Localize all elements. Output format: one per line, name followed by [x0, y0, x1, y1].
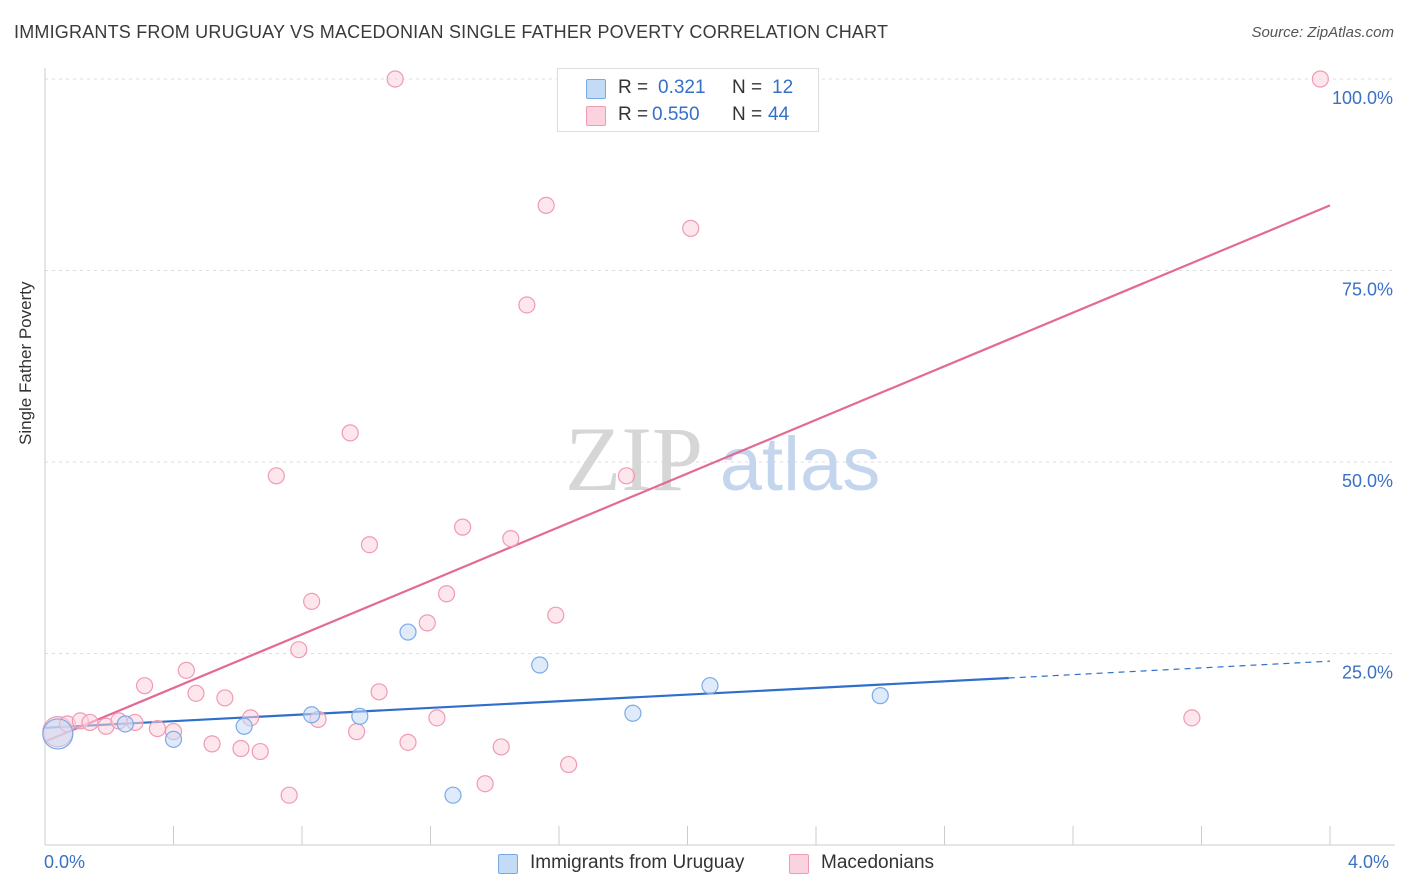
legend-label-uruguay: Immigrants from Uruguay — [530, 852, 745, 873]
data-point — [437, 585, 456, 603]
data-point — [682, 219, 700, 237]
legend-n-value: 44 — [768, 104, 790, 125]
legend-n-label: N = — [732, 77, 763, 98]
data-point — [216, 689, 234, 707]
data-point — [1183, 709, 1201, 727]
data-point — [617, 467, 636, 485]
x-tick-label-min: 0.0% — [44, 852, 86, 872]
data-point — [537, 196, 555, 214]
data-point — [624, 704, 642, 722]
data-point — [476, 775, 494, 793]
legend-swatch-macedonians — [789, 854, 809, 874]
data-point — [351, 707, 369, 725]
data-point — [399, 733, 417, 751]
data-point — [303, 706, 321, 724]
grid-lines — [45, 78, 1395, 654]
data-point — [232, 739, 250, 758]
y-tick-labels: 25.0% 50.0% 75.0% 100.0% — [1332, 88, 1393, 683]
data-point — [444, 786, 462, 804]
data-point — [203, 735, 221, 753]
legend-r-value: 0.550 — [652, 104, 700, 125]
axes — [44, 68, 1395, 846]
trend-line — [44, 204, 1331, 743]
data-point — [251, 742, 269, 761]
data-point — [428, 709, 446, 727]
x-tick-label-max: 4.0% — [1348, 852, 1390, 872]
data-point — [348, 723, 366, 741]
data-point — [187, 684, 205, 702]
y-tick-label: 100.0% — [1332, 88, 1393, 108]
correlation-legend: R = 0.321 N = 12 R = 0.550 N = 44 — [557, 68, 819, 132]
watermark-atlas: atlas — [720, 422, 881, 507]
data-point — [531, 656, 549, 674]
trend-line-extension — [1008, 660, 1331, 679]
data-point — [454, 518, 472, 536]
data-point — [1311, 70, 1329, 88]
legend-r-label: R = — [618, 104, 649, 125]
data-point — [135, 677, 154, 695]
source-label: Source: ZipAtlas.com — [1251, 24, 1394, 41]
data-point — [502, 529, 520, 548]
data-point — [386, 70, 404, 88]
legend-r-value: 0.321 — [658, 77, 706, 98]
watermark: ZIP atlas — [565, 408, 880, 510]
data-point — [871, 687, 889, 705]
y-tick-label: 25.0% — [1342, 663, 1393, 683]
data-point — [177, 661, 195, 679]
legend-swatch-uruguay — [586, 79, 606, 99]
data-point — [42, 718, 74, 750]
legend-swatch-macedonians — [586, 106, 606, 126]
data-point — [518, 296, 536, 314]
data-point — [341, 424, 359, 442]
data-point — [701, 677, 719, 695]
data-point — [290, 641, 308, 659]
legend-label-macedonians: Macedonians — [821, 852, 935, 873]
data-point — [148, 719, 167, 738]
data-point — [399, 623, 417, 641]
y-tick-label: 75.0% — [1342, 280, 1393, 300]
legend-swatch-uruguay — [498, 854, 518, 874]
y-axis-label: Single Father Poverty — [16, 281, 35, 445]
data-point — [560, 755, 578, 774]
data-point — [81, 713, 99, 732]
y-tick-label: 50.0% — [1342, 471, 1393, 491]
trend-lines — [44, 204, 1331, 743]
legend-n-label: N = — [732, 104, 763, 125]
trend-line — [44, 676, 1009, 729]
data-point — [492, 738, 510, 756]
data-point — [547, 606, 565, 624]
data-point — [267, 467, 285, 485]
data-point — [116, 715, 134, 733]
watermark-zip: ZIP — [565, 408, 703, 510]
data-point — [370, 683, 388, 701]
legend-n-value: 12 — [772, 77, 794, 98]
data-point — [303, 592, 321, 611]
data-point — [164, 730, 183, 748]
data-point — [418, 614, 436, 632]
data-point — [280, 786, 298, 804]
series-legend: Immigrants from Uruguay Macedonians — [0, 852, 1406, 878]
legend-r-label: R = — [618, 77, 649, 98]
data-point — [235, 717, 253, 735]
data-point — [360, 536, 379, 554]
chart-title: IMMIGRANTS FROM URUGUAY VS MACEDONIAN SI… — [14, 22, 889, 42]
